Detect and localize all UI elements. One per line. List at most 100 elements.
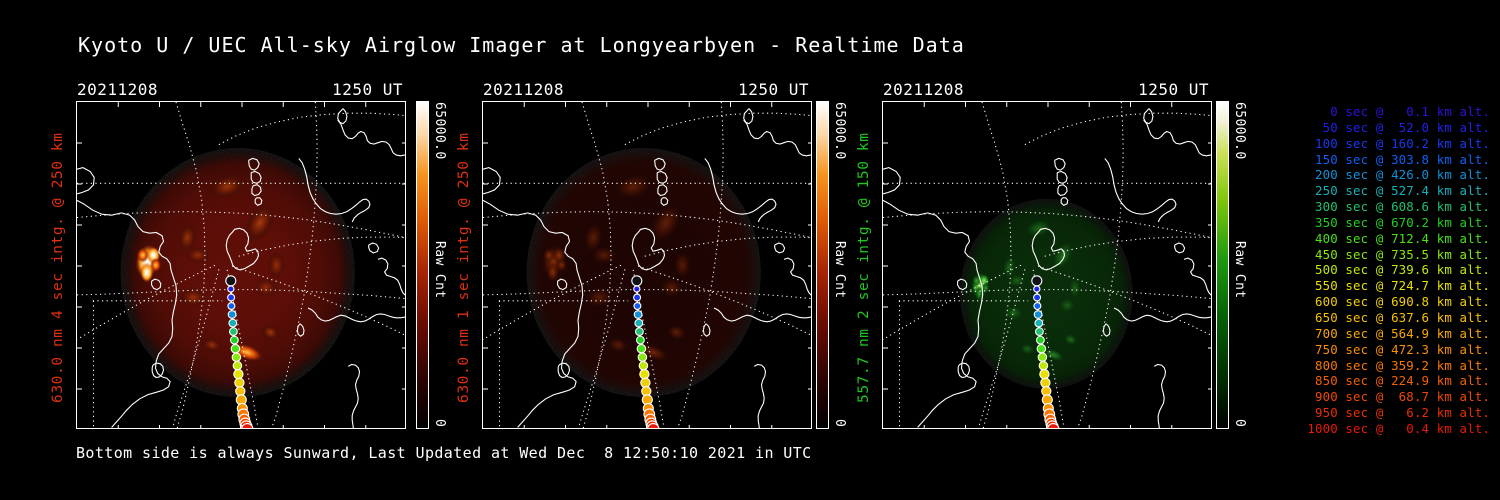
rocket-trajectory: 0 sec @ 0.1 km alt.50 sec @ 52 km alt.10… — [1031, 275, 1060, 428]
trajectory-marker: 450 sec @ 735.5 km alt. — [1037, 352, 1048, 362]
panel-frame[interactable]: 0 sec @ 0.1 km alt.50 sec @ 52 km alt. 10… — [482, 101, 812, 429]
trajectory-marker: 100 sec @ 160.2 km alt. — [227, 293, 236, 302]
geomagnetic-grid — [77, 102, 405, 428]
colorbar: 65000.0 0 Raw Cnt — [1216, 101, 1247, 429]
legend-entry: 800 sec @ 359.2 km alt. — [1307, 357, 1490, 373]
trajectory-marker: 350 sec @ 670.2 km alt. — [635, 335, 645, 345]
legend-entry: 350 sec @ 670.2 km alt. — [1307, 214, 1490, 230]
trajectory-marker: 350 sec @ 670.2 km alt. — [1035, 335, 1045, 345]
trajectory-marker: 150 sec @ 303.8 km alt. — [633, 301, 642, 311]
trajectory-marker: 250 sec @ 527.4 km alt. — [634, 318, 644, 328]
legend-entry: 550 sec @ 724.7 km alt. — [1307, 278, 1490, 294]
legend-entry: 450 sec @ 735.5 km alt. — [1307, 246, 1490, 262]
trajectory-marker: 300 sec @ 608.6 km alt. — [228, 327, 238, 336]
legend-entry: 850 sec @ 224.9 km alt. — [1307, 373, 1490, 389]
trajectory-marker: 300 sec @ 608.6 km alt. — [634, 327, 644, 336]
panel-ylabel: 630.0 nm 1 sec intg. @ 250 km — [456, 132, 472, 404]
trajectory-marker: 100 sec @ 160.2 km alt. — [1033, 293, 1042, 302]
status-footer: Bottom side is always Sunward, Last Upda… — [76, 444, 812, 462]
trajectory-legend: 0 sec @ 0.1 km alt. 50 sec @ 52.0 km alt… — [1262, 104, 1494, 437]
panel-frame[interactable]: 0 sec @ 0.1 km alt.50 sec @ 52 km alt.10… — [882, 101, 1212, 429]
trajectory-marker: 50 sec @ 52 km alt. — [633, 285, 641, 293]
sky-image: 0 sec @ 0.1 km alt.50 sec @ 52 km alt.10… — [883, 102, 1211, 428]
panel-header: 20211208 1250 UT — [482, 80, 812, 100]
trajectory-marker: 150 sec @ 303.8 km alt. — [227, 301, 236, 311]
trajectory-marker: 200 sec @ 426 km alt. — [227, 310, 237, 319]
trajectory-marker: 50 sec @ 52 km alt. — [1033, 285, 1041, 293]
colorbar-max: 65000.0 — [1232, 102, 1247, 160]
legend-entry: 150 sec @ 303.8 km alt. — [1307, 151, 1490, 167]
panel-frame[interactable]: 0 sec @ 0.1 km alt.50 sec @ 52 km alt.10… — [76, 101, 406, 429]
coastline-overlay — [483, 108, 811, 428]
trajectory-marker: 550 sec @ 724.7 km alt. — [233, 369, 244, 380]
panel-date: 20211208 — [77, 80, 159, 99]
legend-entry: 50 sec @ 52.0 km alt. — [1307, 119, 1490, 135]
legend-entry: 100 sec @ 160.2 km alt. — [1307, 135, 1490, 151]
trajectory-marker: 250 sec @ 527.4 km alt. — [228, 318, 238, 328]
trajectory-marker: 200 sec @ 426 km alt. — [633, 310, 643, 319]
legend-entry: 700 sec @ 564.9 km alt. — [1307, 325, 1490, 341]
panel-date: 20211208 — [883, 80, 965, 99]
geomagnetic-grid — [883, 102, 1211, 428]
frame-ticks — [483, 102, 811, 428]
legend-entry: 1000 sec @ 0.4 km alt. — [1307, 420, 1490, 436]
panel-date: 20211208 — [483, 80, 565, 99]
legend-entry: 400 sec @ 712.4 km alt. — [1307, 230, 1490, 246]
legend-entry: 600 sec @ 690.8 km alt. — [1307, 294, 1490, 310]
trajectory-marker: 550 sec @ 724.7 km alt. — [1039, 369, 1050, 380]
frame-ticks — [883, 102, 1211, 428]
trajectory-marker: 500 sec @ 739.6 km alt. — [638, 360, 649, 371]
colorbar-max: 65000.0 — [432, 102, 447, 160]
geomagnetic-grid — [483, 102, 811, 428]
trajectory-marker: 500 sec @ 739.6 km alt. — [232, 360, 243, 371]
panel-630-1sec: 630.0 nm 1 sec intg. @ 250 km 20211208 125… — [456, 80, 812, 429]
legend-entry: 950 sec @ 6.2 km alt. — [1307, 405, 1490, 421]
trajectory-marker: 350 sec @ 670.2 km alt. — [229, 335, 239, 345]
sky-image: 0 sec @ 0.1 km alt.50 sec @ 52 km alt.10… — [77, 102, 405, 428]
trajectory-marker: 1000 sec @ 0.4 km alt. — [647, 422, 660, 428]
airglow-disk — [526, 147, 761, 398]
trajectory-marker: 250 sec @ 527.4 km alt. — [1034, 318, 1044, 328]
colorbar: 65000.0 0 Raw Cnt — [816, 101, 847, 429]
panel-5577-2sec: 557.7 nm 2 sec intg. @ 150 km 20211208 125… — [856, 80, 1212, 429]
trajectory-marker: 400 sec @ 712.4 km alt. — [230, 343, 241, 354]
panel-630-4sec: 630.0 nm 4 sec intg. @ 250 km 20211208 125… — [50, 80, 406, 429]
frame-ticks — [77, 102, 405, 428]
trajectory-marker: 50 sec @ 52 km alt. — [227, 285, 235, 293]
legend-entry: 650 sec @ 637.6 km alt. — [1307, 309, 1490, 325]
trajectory-marker: 500 sec @ 739.6 km alt. — [1038, 360, 1049, 371]
colorbar-unit: Raw Cnt — [432, 241, 447, 299]
sky-image: 0 sec @ 0.1 km alt.50 sec @ 52 km alt. 10… — [483, 102, 811, 428]
panel-header: 20211208 1250 UT — [882, 80, 1212, 100]
colorbar-min: 0 — [1232, 418, 1247, 427]
colorbar-unit: Raw Cnt — [1232, 241, 1247, 299]
trajectory-marker: 550 sec @ 724.7 km alt. — [639, 369, 650, 380]
panel-time: 1250 UT — [738, 80, 809, 99]
trajectory-marker: 600 sec @ 690.8 km alt. — [640, 377, 651, 388]
coastline-overlay — [883, 108, 1211, 428]
trajectory-marker: 400 sec @ 712.4 km alt. — [636, 343, 647, 354]
legend-entry: 200 sec @ 426.0 km alt. — [1307, 167, 1490, 183]
rocket-trajectory: 0 sec @ 0.1 km alt.50 sec @ 52 km alt. 10… — [631, 275, 660, 428]
legend-entry: 0 sec @ 0.1 km alt. — [1307, 104, 1490, 119]
trajectory-marker: 600 sec @ 690.8 km alt. — [234, 377, 245, 388]
panel-ylabel: 630.0 nm 4 sec intg. @ 250 km — [50, 132, 66, 404]
colorbar-min: 0 — [432, 418, 447, 427]
trajectory-marker: 200 sec @ 426 km alt. — [1033, 310, 1043, 319]
trajectory-marker: 0 sec @ 0.1 km alt. — [631, 275, 643, 287]
trajectory-marker: 600 sec @ 690.8 km alt. — [1040, 377, 1051, 388]
legend-entry: 250 sec @ 527.4 km alt. — [1307, 183, 1490, 199]
panel-ylabel: 557.7 nm 2 sec intg. @ 150 km — [856, 132, 872, 404]
trajectory-marker: 1000 sec @ 0.4 km alt. — [241, 422, 254, 428]
legend-entry: 300 sec @ 608.6 km alt. — [1307, 199, 1490, 215]
trajectory-marker: 1000 sec @ 0.4 km alt. — [1047, 422, 1060, 428]
trajectory-marker: 400 sec @ 712.4 km alt. — [1036, 343, 1047, 354]
trajectory-marker: 150 sec @ 303.8 km alt. — [1033, 301, 1042, 311]
panel-header: 20211208 1250 UT — [76, 80, 406, 100]
colorbar-max: 65000.0 — [832, 102, 847, 160]
colorbar-min: 0 — [832, 418, 847, 427]
colorbar-unit: Raw Cnt — [832, 241, 847, 299]
trajectory-marker: 0 sec @ 0.1 km alt. — [1031, 275, 1043, 287]
airglow-disk — [959, 198, 1133, 390]
